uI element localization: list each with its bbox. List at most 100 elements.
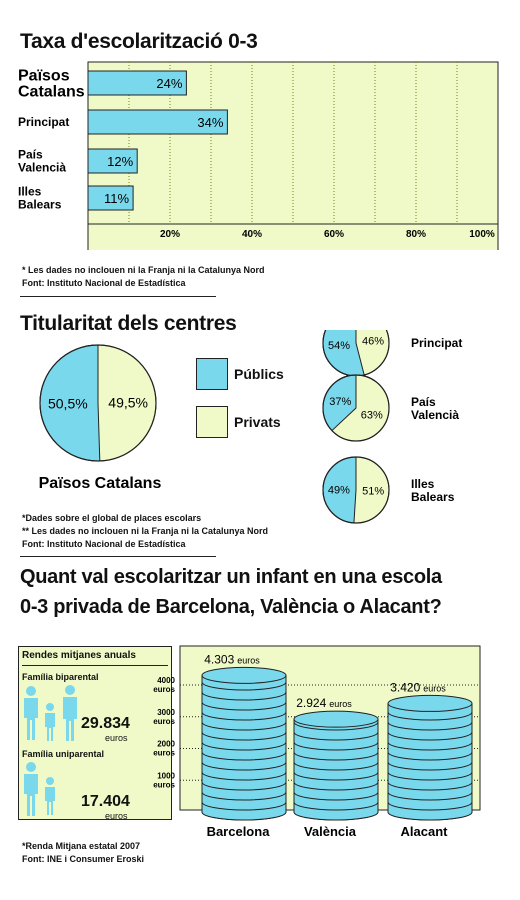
- coin-rim: [201, 711, 287, 721]
- cost-question-title: Quant val escolaritzar un infant en una …: [20, 562, 515, 622]
- coin-top: [293, 710, 379, 728]
- coin-rim: [201, 681, 287, 691]
- cost-question-line-1: Quant val escolaritzar un infant en una …: [20, 566, 442, 588]
- coin-rim: [387, 741, 473, 751]
- bar-value-label: 34%: [197, 115, 223, 130]
- note-1-a: * Les dades no inclouen ni la Franja ni …: [22, 265, 265, 275]
- coin-rim: [293, 781, 379, 791]
- coin-category-label: València: [304, 824, 357, 839]
- coin-rim: [293, 731, 379, 741]
- pie-outline: [322, 374, 390, 442]
- pie-outline: [322, 456, 390, 524]
- coin-stack: 2.924 euros València: [293, 696, 379, 839]
- coin-rim: [387, 721, 473, 731]
- income-box: Rendes mitjanes anuals Família biparenta…: [18, 646, 172, 821]
- notes-1: * Les dades no inclouen ni la Franja ni …: [22, 264, 265, 290]
- coin-rim: [387, 781, 473, 791]
- pie-2: 37% 63% País Valencià: [322, 374, 459, 442]
- coin-rim: [201, 801, 287, 811]
- coin-stack: 4.303 euros Barcelona: [201, 652, 287, 839]
- family-two-parents-icon: [24, 685, 77, 741]
- coin-rim: [293, 761, 379, 771]
- note-1-b: Font: Instituto Nacional de Estadística: [22, 278, 186, 288]
- pie-label-public: 49%: [328, 484, 350, 496]
- y-tick-label: 4000 euros: [153, 676, 175, 694]
- pie-title: País Valencià: [411, 395, 459, 422]
- family1-unit: euros: [105, 733, 128, 743]
- coin-bottom: [387, 811, 473, 821]
- x-tick-label: 40%: [242, 229, 262, 240]
- coin-rim: [293, 741, 379, 751]
- coin-rim: [293, 771, 379, 781]
- coin-rim: [387, 751, 473, 761]
- legend-public-label: Públics: [234, 366, 284, 382]
- coin-rim: [293, 751, 379, 761]
- family1-label: Família biparental: [22, 672, 99, 682]
- coin-bottom: [201, 811, 287, 821]
- family-single-parent-icon: [24, 762, 55, 816]
- note-2-a: *Dades sobre el global de places escolar…: [22, 513, 202, 523]
- note-2-b: ** Les dades no inclouen ni la Franja ni…: [22, 526, 269, 536]
- pie-label-private: 46%: [362, 336, 384, 348]
- coin-category-label: Alacant: [401, 824, 449, 839]
- pie-3: 49% 51% Illes Balears: [322, 456, 455, 524]
- category-label: Principat: [18, 115, 69, 129]
- cost-coin-chart: 1000 euros 2000 euros 3000 euros 4000 euros 4.30…: [153, 645, 481, 839]
- x-tick-label: 80%: [406, 229, 426, 240]
- category-label: País Valencià: [18, 148, 66, 175]
- coin-rim: [387, 791, 473, 801]
- pie-label-private: 51%: [362, 485, 384, 497]
- pie-label-private: 63%: [361, 410, 383, 422]
- coin-rim: [387, 771, 473, 781]
- cost-question-line-2: 0-3 privada de Barcelona, València o Ala…: [20, 596, 442, 618]
- bar: [87, 148, 138, 174]
- coin-category-label: Barcelona: [207, 824, 271, 839]
- category-label: Illes Balears: [18, 185, 62, 212]
- note-2-c: Font: Instituto Nacional de Estadística: [22, 539, 186, 549]
- pie-title: Illes Balears: [411, 477, 455, 504]
- family2-unit: euros: [105, 811, 128, 821]
- pie-label-private: 49,5%: [108, 394, 148, 410]
- bar-value-label: 24%: [156, 76, 182, 91]
- income-box-title: Rendes mitjanes anuals: [22, 650, 136, 661]
- coin-rim: [387, 731, 473, 741]
- pie-label-public: 50,5%: [48, 395, 88, 411]
- pie-label-public: 54%: [328, 340, 350, 352]
- coin-top: [387, 694, 473, 712]
- enrollment-bar-chart-svg: 20% 40% 60% 80% 100% 24% Països Catalans 34% Prin…: [18, 61, 499, 285]
- x-tick-label: 20%: [160, 229, 180, 240]
- coin-rim: [387, 801, 473, 811]
- note-3-a: *Renda Mitjana estatal 2007: [22, 841, 141, 851]
- coin-rim: [293, 801, 379, 811]
- ownership-title: Titularitat dels centres: [20, 312, 237, 335]
- coin-rim: [201, 741, 287, 751]
- legend-private-label: Privats: [234, 414, 281, 430]
- coin-rim: [293, 791, 379, 801]
- coin-rim: [201, 731, 287, 741]
- category-label: Països Catalans: [18, 68, 85, 101]
- coin-stack: 3.420 euros Alacant: [387, 680, 473, 839]
- pie-outline: [39, 344, 157, 462]
- coin-rim: [293, 721, 379, 731]
- coin-rim: [201, 791, 287, 801]
- pie-0: 50,5% 49,5% Països Catalans: [39, 344, 162, 492]
- y-tick-label: 2000 euros: [153, 740, 175, 758]
- coin-stack-body: [294, 719, 378, 812]
- legend-private-swatch: [196, 406, 228, 438]
- bar: [87, 185, 134, 211]
- legend-public-swatch: [196, 358, 228, 390]
- coin-rim: [201, 781, 287, 791]
- bar-chart-title: Taxa d'escolarització 0-3: [20, 30, 258, 53]
- x-tick-label: 100%: [469, 229, 495, 240]
- pie-title: Principat: [411, 336, 462, 350]
- pie-title: Països Catalans: [39, 475, 162, 492]
- coin-value-label: 2.924 euros: [296, 696, 352, 710]
- coin-rim: [201, 761, 287, 771]
- coin-rim: [387, 711, 473, 721]
- bar-value-label: 12%: [107, 154, 133, 169]
- coin-rim: [201, 721, 287, 731]
- divider-2: [20, 556, 216, 557]
- coin-rim: [201, 771, 287, 781]
- x-tick-label: 60%: [324, 229, 344, 240]
- note-3-b: Font: INE i Consumer Eroski: [22, 854, 145, 864]
